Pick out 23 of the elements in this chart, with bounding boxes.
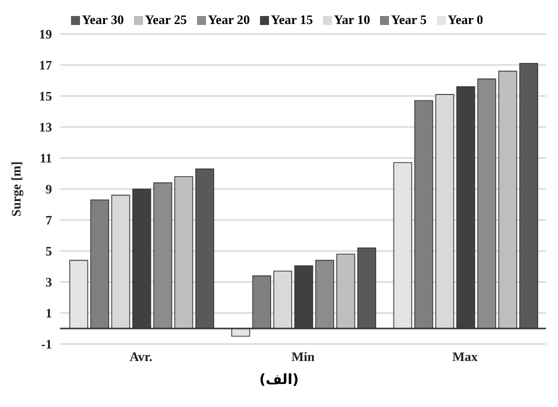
x-tick-label: Min (291, 349, 316, 364)
y-tick-label: 7 (46, 212, 52, 228)
text: (الف) (258, 372, 300, 388)
legend-label: Year 25 (144, 12, 187, 28)
legend-label: Year 20 (208, 12, 250, 28)
y-tick-label: 17 (39, 58, 52, 73)
x-tick-label: Max (452, 349, 478, 364)
y-tick-label: 19 (39, 26, 52, 42)
legend-label: Year 15 (270, 12, 313, 28)
legend-label: Year 5 (391, 12, 427, 28)
y-tick-label: 9 (46, 182, 52, 197)
x-tick-label: Avr. (130, 349, 152, 364)
y-axis-title: Surge [m] (8, 161, 24, 217)
y-tick-label: 1 (46, 306, 52, 321)
legend-label: Year 0 (448, 12, 484, 28)
legend-label: Yar 10 (334, 12, 370, 28)
y-tick-label: -1 (41, 336, 52, 352)
y-tick-label: 15 (39, 88, 52, 104)
y-tick-label: 11 (40, 150, 52, 166)
y-tick-label: 3 (46, 274, 52, 290)
y-tick-label: 5 (46, 244, 52, 259)
legend-label: Year 30 (82, 12, 124, 28)
y-tick-label: 13 (39, 120, 52, 135)
